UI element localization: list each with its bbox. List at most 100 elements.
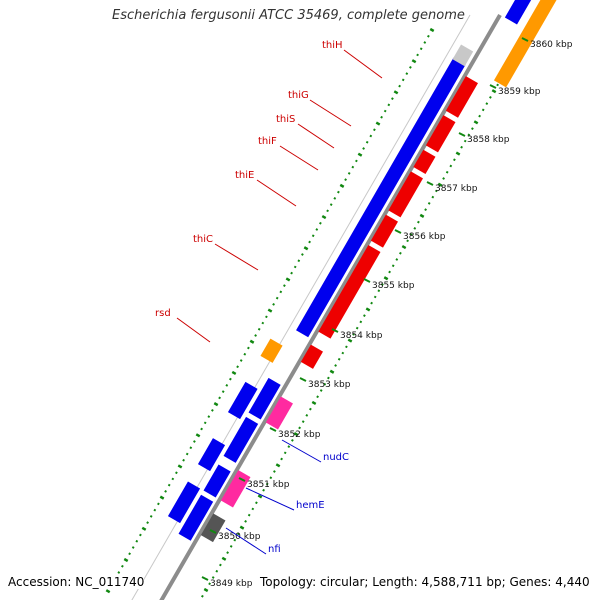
gc-tick-outer [244, 520, 247, 523]
gc-tick-outer [275, 463, 281, 468]
gc-tick-outer [442, 177, 445, 180]
gc-tick-inner [164, 490, 167, 493]
gc-tick-outer [233, 538, 237, 542]
gc-tick-inner [261, 321, 265, 325]
gc-tick-outer [491, 89, 497, 94]
gc-tick-inner [195, 433, 201, 438]
gc-tick-inner [249, 339, 255, 344]
gc-tick-inner [297, 259, 301, 263]
gc-tick-outer [239, 525, 245, 530]
gc-tick-inner [203, 421, 207, 425]
cds-forward-a [203, 464, 231, 498]
gc-tick-outer [334, 364, 337, 367]
gc-tick-outer [269, 476, 273, 480]
gc-tick-inner [355, 159, 358, 163]
gc-tick-outer [208, 582, 211, 586]
gc-tick-outer [345, 345, 348, 349]
gc-tick-outer [445, 170, 449, 174]
gc-tick-inner [267, 308, 273, 313]
gc-tick-outer [291, 438, 294, 442]
gc-tick-outer [262, 488, 265, 492]
gc-tick-inner [105, 589, 111, 594]
gc-tick-outer [201, 594, 204, 598]
gc-tick-inner [229, 377, 232, 381]
gc-tick-inner [333, 196, 337, 200]
cds-reverse-thiC [318, 244, 381, 339]
gc-tick-inner [200, 427, 203, 431]
gc-tick-outer [247, 513, 251, 517]
gc-tick-inner [362, 147, 365, 150]
gc-tick-inner [182, 458, 185, 462]
gc-tick-inner [357, 152, 363, 157]
cds-pink-nudC [265, 396, 293, 430]
gc-tick-inner [211, 408, 214, 412]
gc-tick-inner [329, 203, 333, 206]
gc-tick-inner [121, 564, 124, 568]
gc-tick-outer [471, 127, 474, 130]
gc-tick-inner [427, 34, 430, 38]
gc-tick-outer [329, 369, 335, 374]
gc-tick-inner [207, 415, 211, 418]
gc-tick-outer [419, 213, 425, 218]
scale-tick-mark [299, 377, 307, 382]
gc-tick-inner [391, 97, 394, 100]
gc-tick-inner [375, 121, 381, 126]
gene-leader-thiH [343, 49, 383, 79]
gc-tick-inner [193, 440, 196, 443]
gc-tick-inner [301, 253, 304, 256]
gc-tick-outer [301, 420, 305, 424]
gc-tick-inner [303, 246, 309, 251]
gc-tick-inner [409, 66, 412, 69]
gc-tick-inner [398, 84, 401, 88]
gc-tick-outer [355, 326, 359, 330]
gc-tick-outer [401, 244, 407, 250]
gc-tick-inner [308, 240, 311, 244]
scale-tick-label: 3860 kbp [530, 40, 573, 50]
gc-tick-inner [236, 365, 239, 369]
gc-tick-outer [406, 239, 409, 243]
gc-tick-inner [141, 526, 147, 531]
gc-tick-outer [449, 164, 453, 168]
gc-tick-inner [337, 190, 340, 194]
scale-tick-label: 3854 kbp [340, 331, 383, 341]
gc-tick-outer [427, 202, 431, 205]
gc-tick-inner [146, 521, 149, 524]
gc-tick-outer [341, 351, 345, 355]
gc-tick-inner [387, 103, 391, 107]
cds-forward-nudC [248, 377, 281, 420]
gc-tick-inner [383, 109, 387, 113]
scale-tick-label: 3857 kbp [435, 184, 478, 194]
gene-leader-rsd [176, 317, 211, 343]
gene-leader-thiG [309, 99, 352, 127]
gc-tick-inner [380, 115, 383, 119]
gc-tick-inner [315, 228, 319, 231]
gc-tick-inner [339, 183, 345, 188]
gc-tick-outer [280, 457, 283, 461]
scale-tick-label: 3853 kbp [308, 380, 351, 390]
scale-tick-mark [269, 427, 277, 432]
gc-tick-outer [347, 338, 353, 343]
cds-reverse-thiG [425, 115, 456, 153]
gc-tick-outer [211, 576, 215, 579]
cds-forward-b [178, 494, 214, 541]
scale-tick-label: 3858 kbp [467, 135, 510, 145]
gc-tick-inner [117, 571, 121, 574]
gc-tick-inner [221, 390, 225, 394]
gc-tick-outer [359, 320, 363, 324]
gene-leader-nfi [225, 527, 267, 555]
gc-tick-outer [352, 332, 355, 336]
gc-tick-outer [365, 307, 371, 312]
map-title: Escherichia fergusonii ATCC 35469, compl… [112, 8, 465, 23]
gc-tick-inner [393, 90, 399, 95]
genome-summary-text: Topology: circular; Length: 4,588,711 bp… [260, 575, 590, 589]
gc-tick-inner [254, 334, 257, 337]
gc-tick-outer [496, 83, 499, 87]
gc-tick-outer [431, 195, 435, 199]
gc-tick-inner [311, 234, 315, 238]
gc-tick-outer [489, 96, 492, 99]
gc-tick-outer [463, 139, 467, 143]
backbone-line [159, 13, 502, 600]
scale-tick-mark [489, 84, 497, 89]
gc-tick-outer [203, 587, 209, 593]
